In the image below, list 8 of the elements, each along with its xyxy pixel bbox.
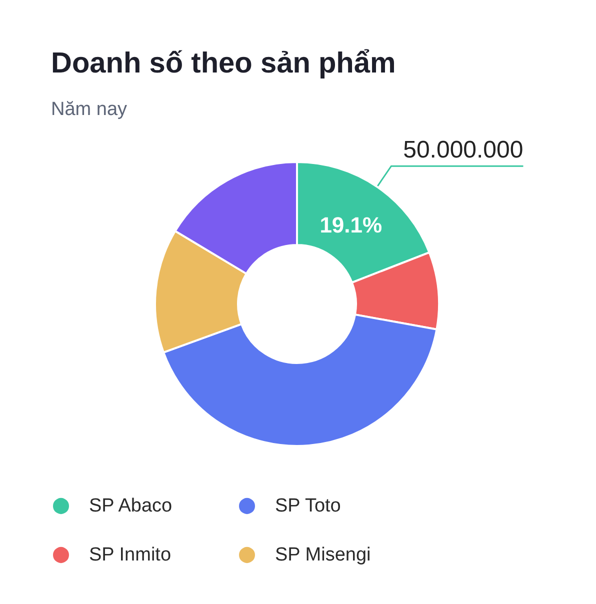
legend-label: SP Misengi — [275, 544, 371, 566]
text: 19.1% — [320, 212, 382, 238]
chart-title: Doanh số theo sản phẩm — [51, 48, 396, 80]
legend-label: SP Inmito — [89, 544, 172, 566]
legend-label: SP Toto — [275, 496, 341, 516]
legend-label: SP Abaco — [89, 496, 172, 516]
data-label: 50.000.000 — [403, 136, 524, 164]
chart-subtitle: Năm nay — [51, 99, 128, 120]
